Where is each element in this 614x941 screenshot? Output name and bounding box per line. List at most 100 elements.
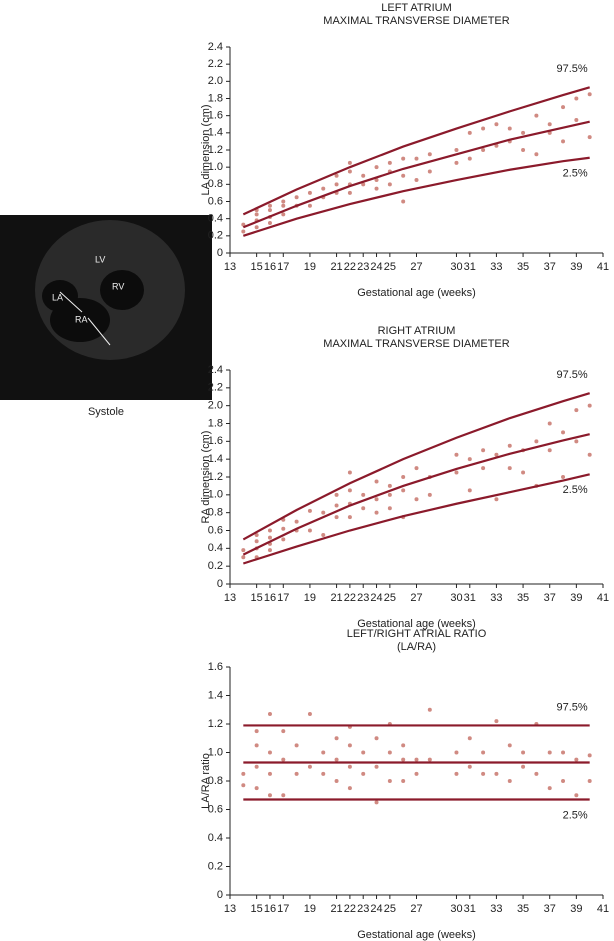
x-tick-label: 27 [410,592,422,604]
y-tick-label: 0 [217,247,223,259]
data-point [321,771,326,776]
x-tick-label: 41 [597,261,609,273]
x-tick-label: 22 [344,903,356,915]
x-tick-label: 23 [357,903,369,915]
x-tick-label: 16 [264,903,276,915]
data-point [574,439,579,444]
data-point [454,148,459,152]
data-point [454,470,459,475]
data-point [534,152,539,157]
chart-subtitle: MAXIMAL TRANSVERSE DIAMETER [323,338,509,350]
data-point [241,229,246,234]
x-tick-label: 33 [490,903,502,915]
data-point [494,719,499,724]
data-point [401,757,406,762]
data-point [414,178,419,183]
x-tick-label: 30 [450,903,462,915]
data-point [574,793,579,798]
data-point [561,139,566,144]
y-tick-label: 1.6 [208,435,223,447]
chart-title: LEFT ATRIUM [381,2,452,14]
data-point [427,707,432,712]
y-tick-label: 0.4 [208,213,223,225]
y-tick-label: 0.8 [208,507,223,519]
data-point [507,743,512,748]
x-tick-label: 16 [264,592,276,604]
data-point [267,793,272,798]
percentile-line [242,86,590,216]
data-point [507,466,512,471]
data-point [334,173,339,178]
y-tick-label: 1.2 [208,471,223,483]
data-point [387,483,392,488]
data-point [334,503,339,508]
data-point [254,539,259,544]
data-point [387,182,392,187]
data-point [547,421,552,426]
data-point [281,526,286,531]
line-label: 2.5% [563,168,588,180]
x-tick-label: 35 [517,903,529,915]
data-point [401,199,406,204]
data-point [561,475,566,479]
data-point [241,555,246,560]
chart-subtitle: (LA/RA) [397,641,436,653]
data-point [294,771,299,776]
data-point [521,750,526,755]
x-tick-label: 25 [384,592,396,604]
x-tick-label: 15 [251,261,263,273]
y-tick-label: 0.2 [208,230,223,242]
x-tick-label: 27 [410,903,422,915]
data-point [254,786,259,791]
data-point [361,492,366,497]
data-point [374,497,379,502]
data-point [374,510,379,515]
ultrasound-chamber [42,280,78,312]
y-tick-label: 2.4 [208,41,223,53]
image-caption: Systole [88,406,124,418]
y-tick-label: 2.4 [208,364,223,376]
x-tick-label: 17 [277,903,289,915]
line-label: 97.5% [556,701,587,713]
data-point [267,712,272,717]
x-tick-label: 22 [344,592,356,604]
x-tick-label: 22 [344,261,356,273]
data-point [561,750,566,755]
y-tick-label: 1.6 [208,661,223,673]
data-point [321,532,326,537]
data-point [281,757,286,762]
data-point [334,515,339,520]
data-point [347,169,352,174]
x-tick-label: 41 [597,903,609,915]
data-point [281,729,286,734]
data-point [401,173,406,178]
data-point [521,130,526,135]
data-point [587,452,592,457]
percentile-line [242,433,590,556]
x-tick-label: 24 [370,903,382,915]
percentile-line [242,473,590,565]
data-point [401,488,406,493]
x-tick-label: 30 [450,592,462,604]
data-point [547,750,552,755]
data-point [361,173,366,178]
y-tick-label: 0.6 [208,195,223,207]
data-point [321,186,326,191]
data-point [481,771,486,776]
y-tick-label: 2.2 [208,382,223,394]
x-tick-label: 19 [304,592,316,604]
chart-subtitle: MAXIMAL TRANSVERSE DIAMETER [323,15,509,27]
data-point [427,492,432,497]
chart-title: RIGHT ATRIUM [378,325,456,337]
measure-line [59,291,83,313]
data-point [387,492,392,497]
data-point [427,152,432,157]
data-point [254,225,259,230]
data-point [494,122,499,127]
data-point [521,148,526,152]
data-point [534,113,539,118]
data-point [294,195,299,200]
data-point [347,743,352,748]
